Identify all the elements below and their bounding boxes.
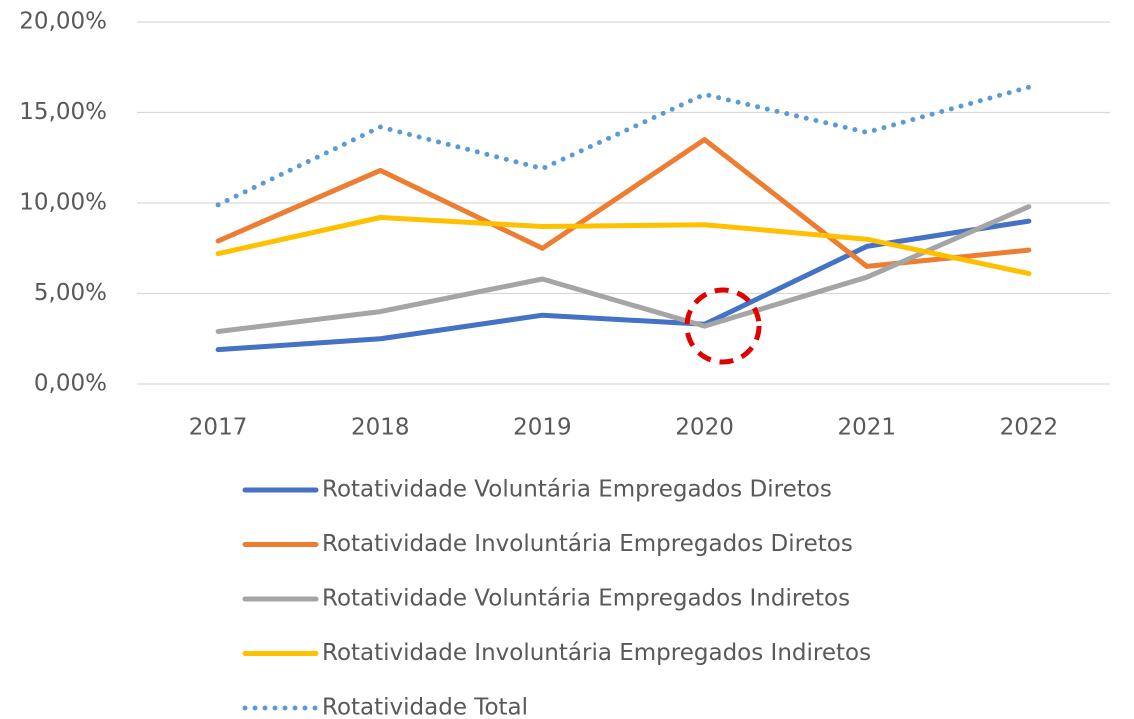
- y-tick-label: 15,00%: [19, 99, 107, 125]
- x-tick-label: 2019: [513, 415, 572, 441]
- y-tick-label: 20,00%: [19, 9, 107, 35]
- series-line: [215, 204, 1032, 334]
- x-tick-label: 2017: [189, 415, 248, 441]
- legend-label: Rotatividade Involuntária Empregados Dir…: [322, 531, 853, 557]
- series-line: [215, 215, 1032, 277]
- legend-label: Rotatividade Voluntária Empregados Indir…: [322, 586, 850, 612]
- y-tick-label: 5,00%: [34, 280, 107, 306]
- x-tick-label: 2022: [1000, 415, 1059, 441]
- x-tick-label: 2021: [837, 415, 896, 441]
- x-tick-label: 2018: [351, 415, 410, 441]
- y-tick-label: 0,00%: [34, 371, 107, 397]
- highlight-circle: [684, 287, 762, 365]
- legend-label: Rotatividade Voluntária Empregados Diret…: [322, 477, 832, 503]
- series-line: [215, 218, 1032, 353]
- series-line: [215, 84, 1032, 208]
- legend-label: Rotatividade Involuntária Empregados Ind…: [322, 640, 871, 666]
- x-tick-label: 2020: [675, 415, 734, 441]
- y-tick-label: 10,00%: [19, 190, 107, 216]
- legend-label: Rotatividade Total: [322, 695, 528, 719]
